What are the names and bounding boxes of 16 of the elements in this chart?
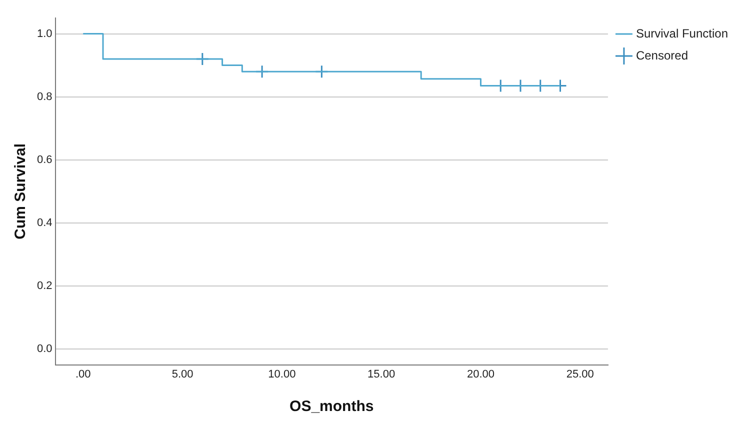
y-tick-label: 0.2 (36, 280, 52, 292)
x-tick-label: 5.00 (172, 368, 194, 380)
y-tick-label: 0.6 (36, 154, 52, 166)
x-axis-title: OS_months (290, 398, 374, 416)
y-axis-title: Cum Survival (12, 143, 30, 240)
x-tick-label: 20.00 (466, 368, 494, 380)
y-tick-label: 0.4 (36, 216, 52, 229)
y-tick-label: 0.0 (36, 343, 52, 356)
y-tick-label: 0.8 (36, 90, 52, 103)
legend-label: Survival Function (636, 26, 728, 40)
x-tick-label: 10.00 (268, 368, 296, 380)
x-tick-label: 25.00 (566, 368, 594, 380)
x-tick-label: .00 (75, 368, 91, 380)
legend-label: Censored (636, 48, 688, 62)
y-tick-label: 1.0 (36, 28, 52, 40)
x-tick-label: 15.00 (368, 368, 396, 380)
